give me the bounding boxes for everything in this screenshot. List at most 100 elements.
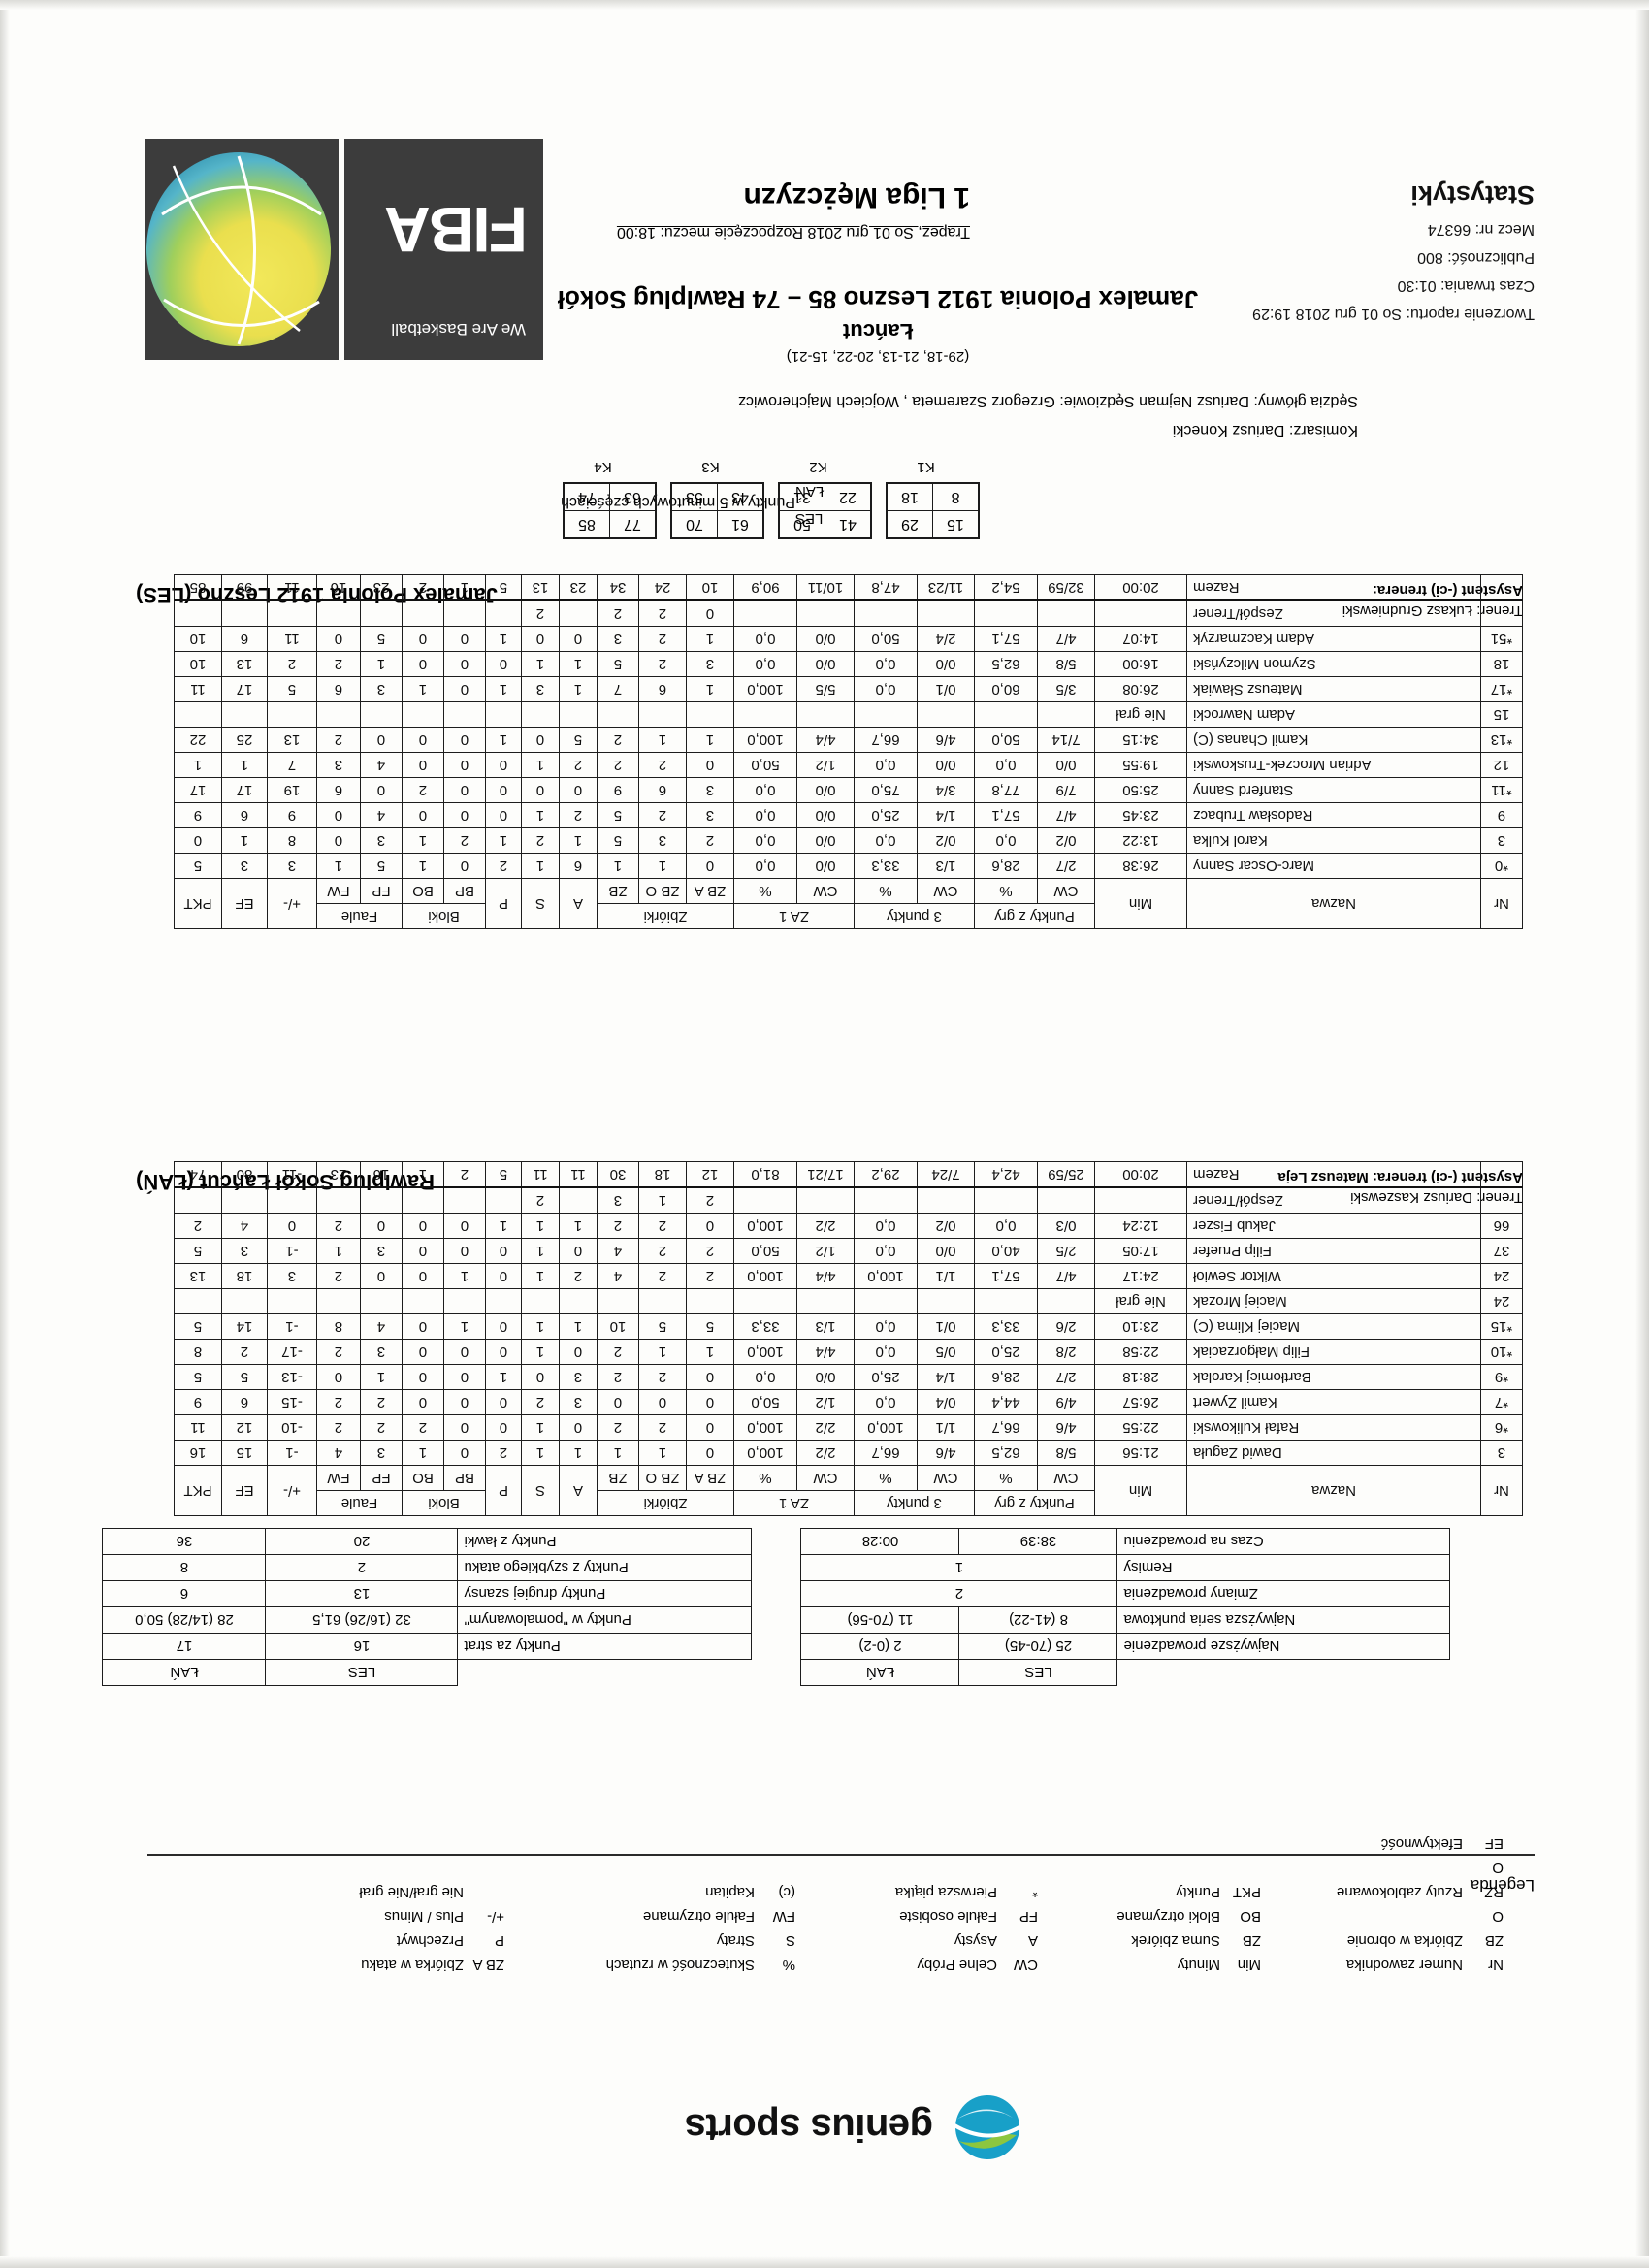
partial-lan-2: 31 bbox=[780, 484, 824, 511]
total-ft: 10/11 bbox=[796, 574, 855, 600]
player-fp: 1 bbox=[360, 651, 403, 677]
partials-quarter-label: K1 bbox=[917, 459, 935, 475]
player-name: Dawid Zaguła bbox=[1186, 1440, 1481, 1466]
player-s: 2 bbox=[521, 827, 560, 854]
player-bo: 1 bbox=[402, 676, 444, 702]
player-fw: 2 bbox=[316, 1213, 361, 1239]
player-s: 1 bbox=[521, 1213, 560, 1239]
player-fw: 6 bbox=[316, 676, 361, 702]
comparison-label: Punkty drugiej szansy bbox=[458, 1580, 752, 1607]
player-pkt: 16 bbox=[174, 1440, 222, 1466]
total-3p: 7/24 bbox=[917, 1161, 975, 1187]
player-fgp: 0,0 bbox=[974, 752, 1038, 778]
sub-zb: ZB bbox=[597, 1465, 639, 1491]
table-row: *0 Marc-Oscar Sanny 26:38 2/7 28,6 1/3 33,3 0/0… bbox=[174, 853, 1523, 879]
legend-item: % Skuteczność w rzutach bbox=[504, 1953, 795, 1977]
comparison-label: Punkty za strat bbox=[458, 1633, 752, 1660]
player-bo: 0 bbox=[402, 802, 444, 828]
player-ft: 0/0 bbox=[796, 802, 855, 828]
total-pkt: 85 bbox=[174, 574, 222, 600]
comparison-value-les: 32 (16/26) 61,5 bbox=[266, 1606, 458, 1634]
legend-key: ZB A bbox=[472, 1957, 504, 1973]
sub-fp: FP bbox=[360, 878, 403, 904]
player-ft: 1/3 bbox=[796, 1313, 855, 1340]
player-bo: 2 bbox=[402, 777, 444, 803]
total-ef: 80 bbox=[221, 1161, 268, 1187]
legend-item: ZB O Zbiórka w obronie bbox=[1261, 1904, 1504, 1953]
comparison-row: Punkty w "pomalowanym" 32 (16/26) 61,5 2… bbox=[103, 1606, 752, 1634]
player-p: 1 bbox=[485, 676, 522, 702]
player-pkt: 9 bbox=[174, 1389, 222, 1415]
player-pkt: 11 bbox=[174, 676, 222, 702]
player-fp: 4 bbox=[360, 752, 403, 778]
table-row: 9 Radosław Trubacz 23:45 4/7 57,1 1/4 25,0 0/0 0… bbox=[174, 802, 1523, 828]
player-fw: 2 bbox=[316, 1339, 361, 1365]
col-nazwa: Nazwa bbox=[1186, 878, 1481, 929]
col-min: Min bbox=[1094, 1465, 1187, 1516]
sub-cw: CW bbox=[796, 878, 855, 904]
player-name: Adam Nawrocki bbox=[1186, 701, 1481, 728]
player-ftp: 0,0 bbox=[733, 827, 797, 854]
player-fgp: 25,0 bbox=[974, 1339, 1038, 1365]
player-bp: 0 bbox=[443, 1364, 486, 1390]
player-3p: 0/2 bbox=[917, 1213, 975, 1239]
sub-cw: CW bbox=[1037, 1465, 1095, 1491]
player-s: 3 bbox=[521, 676, 560, 702]
player-zbo: 2 bbox=[638, 651, 687, 677]
player-ef: 5 bbox=[221, 1364, 268, 1390]
player-ef: 12 bbox=[221, 1414, 268, 1441]
player-zba: 1 bbox=[686, 626, 734, 652]
player-ftp: 0,0 bbox=[733, 853, 797, 879]
total-row: Razem 20:00 25/59 42,4 7/24 29,2 17/21 81,0 12 18… bbox=[174, 1161, 1523, 1187]
table-row: *7 Kamil Zywert 26:57 4/9 44,4 0/4 0,0 1/2 50,0 0… bbox=[174, 1389, 1523, 1415]
player-s: 0 bbox=[521, 777, 560, 803]
col-bloki: Bloki bbox=[402, 903, 486, 929]
col-ef: EF bbox=[221, 1465, 268, 1516]
player-pm: -1 bbox=[267, 1238, 317, 1264]
partials-quarter-label: K4 bbox=[594, 459, 612, 475]
player-fgp: 57,1 bbox=[974, 626, 1038, 652]
total-bp: 1 bbox=[443, 574, 486, 600]
partial-les-1: 41 bbox=[824, 511, 870, 537]
partial-les-2: 70 bbox=[686, 516, 703, 533]
total-min: 20:00 bbox=[1094, 574, 1187, 600]
player-pm: 13 bbox=[267, 727, 317, 753]
legend-key: FP bbox=[1018, 1908, 1038, 1925]
player-zba: 0 bbox=[686, 1389, 734, 1415]
player-pkt: 5 bbox=[174, 1238, 222, 1264]
player-ft: 0/0 bbox=[796, 651, 855, 677]
player-p: 0 bbox=[485, 802, 522, 828]
player-name: Jakub Fiszer bbox=[1186, 1213, 1481, 1239]
team-les-boxscore: Nr Nazwa Min Punkty z gry 3 punkty ZA 1 … bbox=[174, 574, 1523, 929]
player-pm: 5 bbox=[267, 676, 317, 702]
partials-quarter-k1: 15 29 8 18 K1 bbox=[872, 459, 980, 539]
player-s: 1 bbox=[521, 1238, 560, 1264]
player-a: 0 bbox=[559, 626, 598, 652]
comparison-value-lan: 6 bbox=[103, 1580, 266, 1607]
table-row: *13 Kamil Chanas (C) 34:15 7/14 50,0 4/6 66,7 4… bbox=[174, 727, 1523, 753]
partials-quarter-k4: 77 85 63 74 K4 bbox=[549, 459, 657, 539]
league-subtitle: Trapez, So 01 gru 2018 Rozpoczęcie meczu… bbox=[616, 224, 970, 241]
player-ft: 0/0 bbox=[796, 853, 855, 879]
player-bo: 0 bbox=[402, 727, 444, 753]
comparison-label: Punkty w "pomalowanym" bbox=[458, 1606, 752, 1634]
table-row: *9 Bartłomiej Karolak 28:18 2/7 28,6 1/4 25,0 0… bbox=[174, 1364, 1523, 1390]
player-bp: 0 bbox=[443, 1389, 486, 1415]
player-3p: 0/0 bbox=[917, 752, 975, 778]
legend-desc: Fałule osobiste bbox=[899, 1908, 997, 1925]
player-bp: 2 bbox=[443, 827, 486, 854]
player-zba: 0 bbox=[686, 1364, 734, 1390]
player-a: 0 bbox=[559, 777, 598, 803]
col-a: A bbox=[559, 1465, 598, 1516]
player-3pp: 0,0 bbox=[854, 752, 918, 778]
total-zb: 34 bbox=[597, 574, 639, 600]
comparison-row: Punkty drugiej szansy 13 6 bbox=[103, 1580, 752, 1607]
player-no: 24 bbox=[1480, 1288, 1523, 1314]
legend-key: * bbox=[1032, 1884, 1038, 1900]
partial-les-2: 85 bbox=[578, 516, 596, 533]
player-pm: -15 bbox=[267, 1389, 317, 1415]
legend-key: A bbox=[1027, 1932, 1038, 1949]
genius-sports-globe-icon bbox=[947, 2090, 1028, 2164]
legend-item: BO Bloki otrzymane bbox=[1038, 1904, 1261, 1928]
legend-key: BO bbox=[1240, 1908, 1261, 1925]
